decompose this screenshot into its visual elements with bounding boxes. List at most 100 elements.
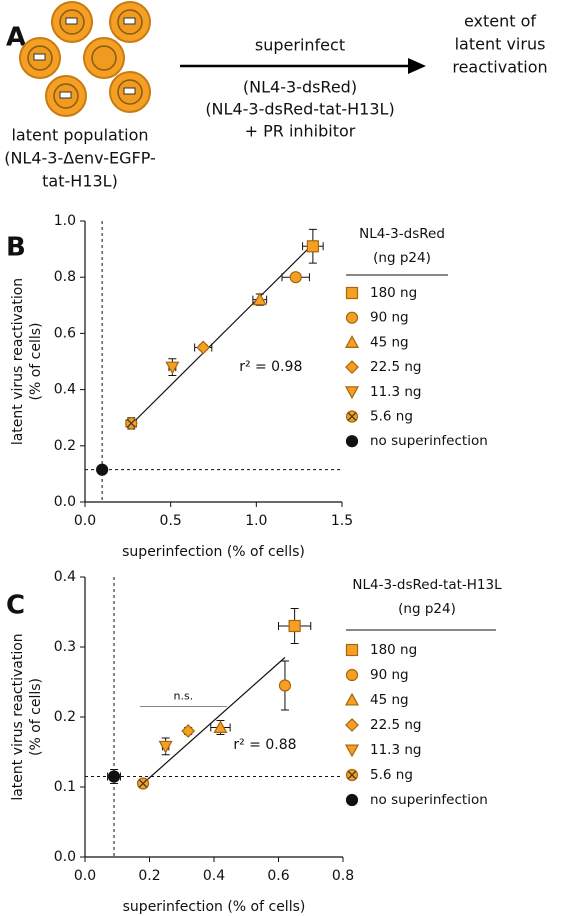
text-line: latent population	[11, 126, 148, 145]
marker	[345, 718, 359, 732]
y-tick-label: 0.0	[54, 849, 76, 865]
legend-label: 11.3 ng	[370, 742, 421, 758]
marker	[288, 619, 301, 633]
y-axis-label: (% of cells)	[28, 322, 44, 400]
marker	[252, 292, 267, 306]
y-axis-label: latent virus reactivation	[10, 278, 26, 445]
marker	[165, 361, 180, 375]
marker	[344, 386, 360, 400]
chart: C 0.0 0.1 0.2 0.3 0.4 0.0 0.2 0.4 0.6 0.8 superinfe…	[6, 569, 502, 915]
legend-title: (ng p24)	[373, 250, 431, 266]
y-tick-label: 0.1	[54, 779, 76, 795]
marker	[107, 770, 121, 783]
text-line: + PR inhibitor	[245, 122, 356, 141]
legend-title: (ng p24)	[398, 601, 456, 617]
text-line: latent virus	[455, 35, 546, 54]
text-line: (NL4-3-Δenv-EGFP-	[4, 149, 156, 168]
fit-line	[129, 240, 317, 427]
legend-label: 45 ng	[370, 692, 409, 708]
marker	[345, 286, 359, 300]
arrow-head	[408, 58, 426, 74]
marker	[289, 271, 302, 284]
nucleus	[91, 45, 117, 71]
marker	[345, 793, 359, 807]
text-line: tat-H13L)	[42, 172, 118, 191]
marker	[278, 679, 292, 692]
text-line: (NL4-3-dsRed-tat-H13L)	[205, 100, 394, 119]
legend-label: 11.3 ng	[370, 384, 421, 400]
legend-label: 180 ng	[370, 642, 417, 658]
annotation: r² = 0.98	[239, 359, 302, 375]
text-line: (NL4-3-dsRed)	[243, 78, 357, 97]
legend-label: 45 ng	[370, 334, 409, 350]
arrow-notes: (NL4-3-dsRed) (NL4-3-dsRed-tat-H13L) + PR …	[205, 78, 394, 141]
y-tick-label: 0.4	[54, 382, 76, 398]
panel-a: A superinfect (NL4-3-dsRed)(N	[4, 1, 548, 191]
legend-title: NL4-3-dsRed	[359, 226, 445, 242]
marker	[345, 360, 359, 374]
marker	[213, 720, 228, 734]
marker	[345, 435, 359, 448]
provirus	[59, 91, 72, 99]
marker-cross	[126, 419, 136, 428]
outcome: extent of latent virus reactivation	[452, 12, 547, 77]
provirus	[33, 53, 46, 61]
population-label: latent population (NL4-3-Δenv-EGFP-tat-H1…	[4, 126, 156, 191]
marker-cross	[138, 779, 148, 788]
marker	[344, 335, 360, 348]
legend-label: 22.5 ng	[370, 717, 421, 733]
marker	[345, 643, 359, 657]
legend-label: no superinfection	[370, 433, 488, 449]
panel-label: C	[6, 591, 25, 621]
x-tick-label: 0.0	[74, 868, 96, 884]
panel-label: A	[6, 23, 26, 53]
legend-title: NL4-3-dsRed-tat-H13L	[352, 577, 502, 593]
cell-cluster	[19, 1, 151, 117]
arrow-label: superinfect	[255, 36, 345, 55]
marker	[196, 340, 211, 355]
marker	[158, 740, 173, 754]
marker	[96, 463, 109, 476]
provirus	[65, 17, 78, 25]
marker-cross	[347, 412, 357, 421]
x-tick-label: 1.5	[331, 513, 353, 529]
x-tick-label: 0.2	[138, 868, 160, 884]
legend-label: 180 ng	[370, 285, 417, 301]
legend-label: 5.6 ng	[370, 767, 413, 783]
y-tick-label: 0.4	[54, 569, 76, 585]
x-axis-label: superinfection (% of cells)	[123, 899, 306, 915]
marker-cross	[347, 770, 357, 780]
marker	[345, 311, 359, 324]
y-axis-label: latent virus reactivation	[10, 633, 26, 800]
y-tick-label: 0.6	[54, 325, 76, 341]
charts: B 0.0 0.2 0.4 0.6 0.8 1.0 0.0 0.5 1.0 1.5 superinfe…	[6, 213, 502, 915]
x-tick-label: 0.8	[332, 868, 354, 884]
legend-label: 90 ng	[370, 310, 409, 326]
panel-label: B	[6, 233, 26, 263]
x-tick-label: 0.6	[267, 868, 289, 884]
y-axis-label: (% of cells)	[28, 678, 44, 756]
marker	[345, 668, 359, 682]
fit-line	[142, 657, 286, 784]
marker	[181, 724, 196, 738]
legend-label: 5.6 ng	[370, 409, 413, 425]
x-axis-label: superinfection (% of cells)	[122, 544, 305, 560]
x-tick-label: 1.0	[245, 513, 267, 529]
y-tick-label: 0.2	[54, 438, 76, 454]
x-tick-label: 0.0	[74, 513, 96, 529]
y-tick-label: 0.2	[54, 709, 76, 725]
y-tick-label: 1.0	[54, 213, 76, 229]
marker	[344, 692, 360, 706]
provirus	[123, 17, 136, 25]
bracket-label: n.s.	[174, 690, 194, 703]
provirus	[123, 87, 136, 95]
x-tick-label: 0.5	[160, 513, 182, 529]
legend-label: 22.5 ng	[370, 359, 421, 375]
legend-label: no superinfection	[370, 792, 488, 808]
marker	[306, 240, 319, 253]
text-line: reactivation	[452, 58, 547, 77]
legend-label: 90 ng	[370, 667, 409, 683]
y-tick-label: 0.8	[54, 269, 76, 285]
y-tick-label: 0.3	[54, 639, 76, 655]
